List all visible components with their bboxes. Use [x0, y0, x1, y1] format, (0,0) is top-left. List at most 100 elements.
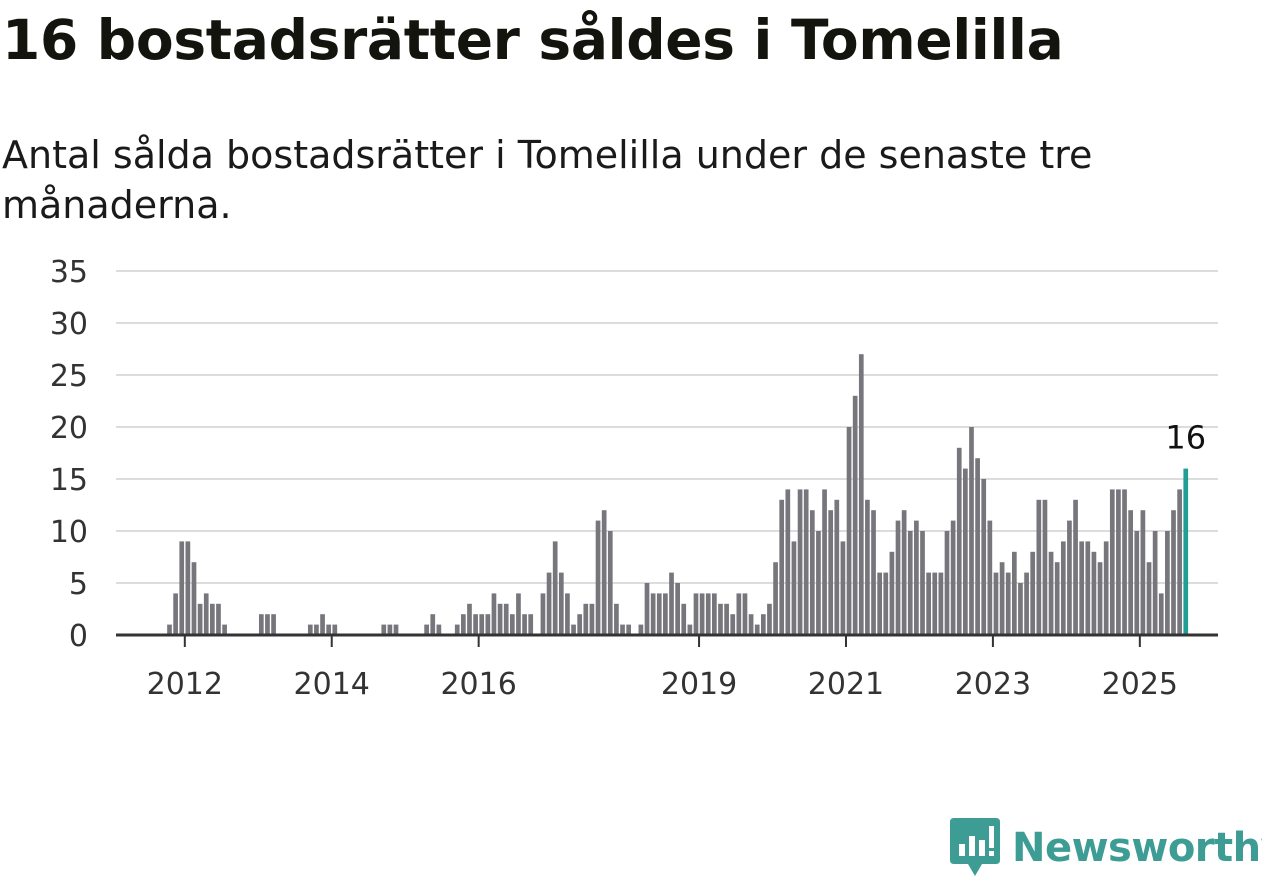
bar	[1091, 551, 1097, 635]
bar	[1122, 489, 1127, 635]
bar	[179, 541, 185, 635]
bar	[791, 541, 797, 635]
bar	[454, 624, 460, 635]
bar	[785, 489, 791, 635]
bar	[742, 593, 748, 635]
bar	[271, 614, 276, 635]
y-tick-label: 10	[50, 515, 88, 550]
bar	[779, 499, 785, 635]
x-tick-label: 2023	[955, 667, 1031, 702]
bar	[546, 572, 552, 635]
bar	[332, 624, 338, 635]
bar	[852, 395, 858, 635]
bar	[1134, 531, 1140, 635]
bar	[675, 583, 680, 635]
bar	[571, 624, 576, 635]
bar	[699, 593, 705, 635]
bar	[491, 593, 497, 635]
bar	[846, 427, 852, 635]
bar	[809, 510, 815, 635]
bar	[705, 593, 711, 635]
x-tick-label: 2019	[661, 667, 737, 702]
bar	[258, 614, 264, 635]
bar	[681, 603, 687, 635]
bar	[999, 562, 1005, 635]
bar	[167, 624, 172, 635]
bar	[914, 520, 919, 635]
bar	[638, 624, 644, 635]
bar	[1054, 562, 1060, 635]
bar	[601, 510, 607, 635]
bar	[1024, 572, 1029, 635]
bar	[485, 614, 491, 635]
bar	[932, 572, 938, 635]
bar	[1036, 499, 1042, 635]
bar	[1146, 562, 1152, 635]
newsworthy-logo: Newsworthy	[950, 818, 1262, 878]
y-tick-label: 25	[50, 359, 88, 394]
bar	[620, 624, 625, 635]
bar	[1140, 510, 1146, 635]
bar	[993, 572, 999, 635]
bar	[558, 572, 564, 635]
bar	[626, 624, 631, 635]
bar	[828, 510, 834, 635]
bar	[522, 614, 527, 635]
bar	[1177, 489, 1182, 635]
brand-name: Newsworthy	[1012, 825, 1262, 871]
bar	[1103, 541, 1109, 635]
bar	[210, 603, 215, 635]
bar	[265, 614, 270, 635]
bar	[497, 603, 503, 635]
bar	[1067, 520, 1072, 635]
bar	[975, 458, 980, 635]
bar	[1048, 551, 1054, 635]
bar	[424, 624, 429, 635]
chart-subtitle: Antal sålda bostadsrätter i Tomelilla un…	[2, 133, 1093, 227]
y-tick-label: 0	[69, 619, 88, 654]
bar	[718, 603, 723, 635]
bar	[1073, 499, 1078, 635]
bar	[663, 593, 668, 635]
x-tick-label: 2025	[1102, 667, 1178, 702]
bar	[1165, 531, 1170, 635]
bar	[607, 531, 613, 635]
bar	[1030, 551, 1036, 635]
bar	[950, 520, 956, 635]
bar	[687, 624, 693, 635]
bar	[889, 551, 895, 635]
bar	[650, 593, 656, 635]
bar	[461, 614, 466, 635]
bar	[907, 531, 913, 635]
bar	[1097, 562, 1103, 635]
bar	[509, 614, 515, 635]
bar	[871, 510, 876, 635]
bar	[583, 603, 589, 635]
bar	[393, 624, 399, 635]
bar	[387, 624, 393, 635]
bar	[669, 572, 674, 635]
bar	[822, 489, 827, 635]
bar	[528, 614, 534, 635]
bar	[816, 531, 821, 635]
bar	[191, 562, 197, 635]
bar	[1158, 593, 1164, 635]
bar	[767, 603, 772, 635]
chart-title: 16 bostadsrätter såldes i Tomelilla	[2, 8, 1064, 72]
bar	[1085, 541, 1091, 635]
bar	[963, 468, 968, 635]
bar	[877, 572, 883, 635]
bar	[320, 614, 325, 635]
bar	[1152, 531, 1158, 635]
newsworthy-icon	[950, 818, 1000, 876]
bar	[1116, 489, 1121, 635]
bar	[883, 572, 889, 635]
y-tick-label: 20	[50, 411, 88, 446]
bar	[503, 603, 509, 635]
bar	[724, 603, 729, 635]
bar	[693, 593, 699, 635]
bar	[173, 593, 178, 635]
bar	[1011, 551, 1017, 635]
bar	[540, 593, 546, 635]
